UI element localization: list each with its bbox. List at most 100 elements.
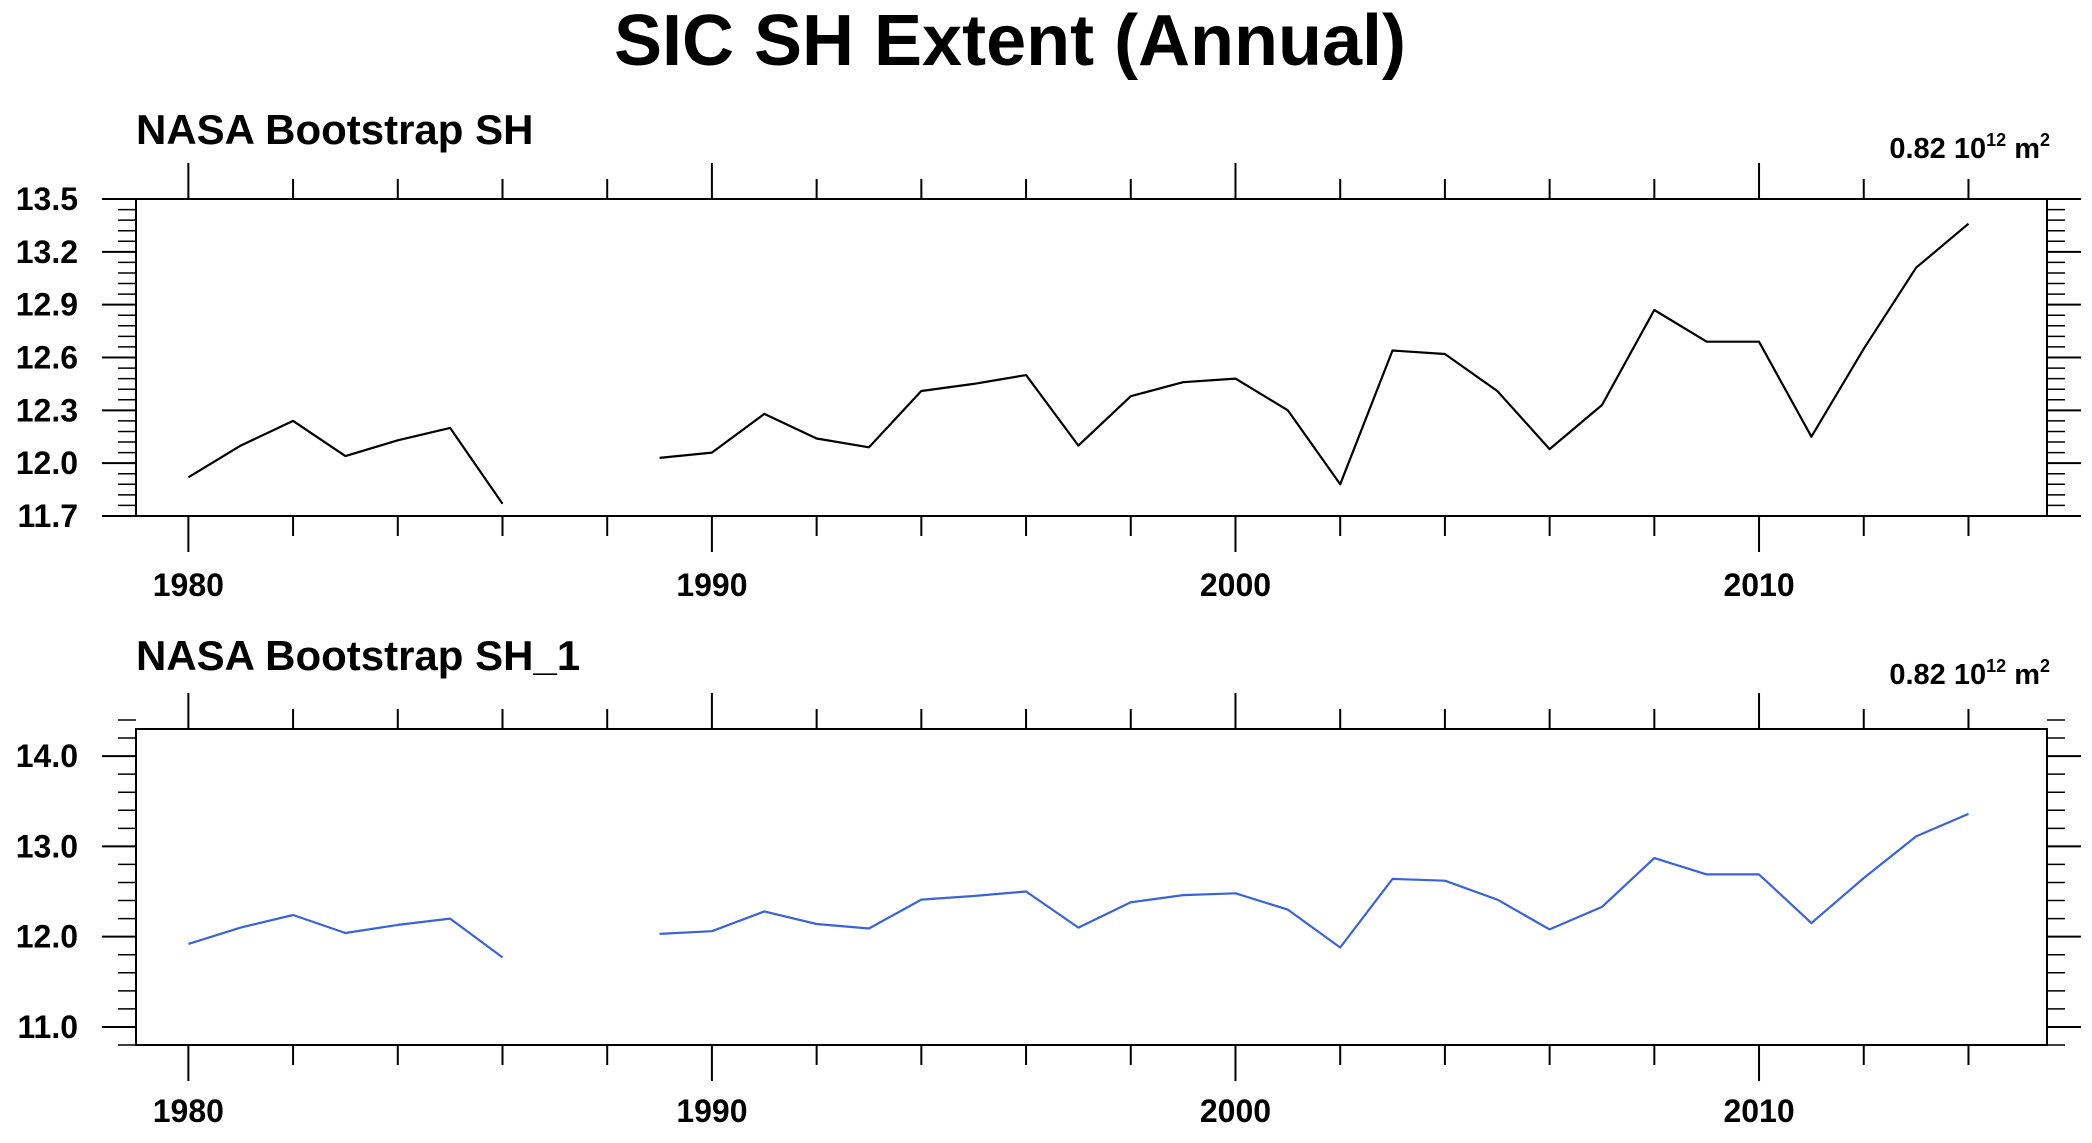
panel-1-stat-unit-exp: 2 — [2039, 130, 2050, 150]
panel-1-data-point — [1128, 393, 1134, 399]
panel-1-data-point — [395, 437, 401, 443]
panel-1-data-point — [1337, 481, 1343, 487]
panel-1-data-point — [500, 501, 506, 507]
panel-2-data-point — [1756, 871, 1762, 877]
panel-1-stat-value: 0.82 — [1889, 133, 1946, 165]
figure-title: SIC SH Extent (Annual) — [613, 1, 1407, 81]
panel-2-data-point — [1390, 876, 1396, 882]
panel-1-data-point — [1599, 402, 1605, 408]
panel-1-data-point — [1390, 348, 1396, 354]
panel-2-title: NASA Bootstrap SH_1 — [136, 632, 581, 679]
panel-2-data-point — [866, 926, 872, 932]
panel-1-data-point — [1285, 407, 1291, 413]
panel-2-stat-unit: m — [2014, 659, 2040, 691]
panel-1-data-point — [447, 425, 453, 431]
panel-1-stat-unit: m — [2014, 133, 2040, 165]
panel-2-data-point — [238, 925, 244, 931]
panel-2-data-point — [971, 893, 977, 899]
panel-1-data-point — [1808, 434, 1814, 440]
panel-2-stat: 0.82 1012 m2 — [1889, 646, 2050, 695]
panel-1-plot-frame — [135, 198, 2048, 517]
panel-1-data-point — [1180, 379, 1186, 385]
panel-2-data-point — [342, 930, 348, 936]
panel-1-x-tick-label: 2010 — [1723, 567, 1794, 603]
panel-2-data-point — [1023, 889, 1029, 895]
panel-1-data-point — [1651, 307, 1657, 313]
panel-1-data-point — [1966, 221, 1972, 227]
panel-1-y-tick-label: 12.9 — [16, 287, 78, 323]
panel-2-y-tick-label: 13.0 — [16, 828, 78, 864]
panel-1-stat-base: 10 — [1953, 133, 1987, 165]
panel-2-data-point — [1547, 926, 1553, 932]
panel-1-y-tick-label: 12.6 — [16, 340, 78, 376]
panel-1-y-tick-label: 13.5 — [16, 181, 78, 217]
panel-1-data-point — [1233, 376, 1239, 382]
panel-2-y-tick-label: 14.0 — [16, 738, 78, 774]
panel-2-data-point — [1861, 875, 1867, 881]
panel-1-data-point — [238, 443, 244, 449]
panel-1-y-tick-label: 12.3 — [16, 392, 78, 428]
panel-1-data-point — [1704, 339, 1710, 345]
panel-2-data-point — [1808, 920, 1814, 926]
panel-2-data-point — [1285, 907, 1291, 913]
panel-2-data-point — [500, 954, 506, 960]
panel-2-data-point — [1704, 871, 1710, 877]
panel-1-data-point — [342, 453, 348, 459]
panel-1-x-tick-label: 1990 — [676, 567, 747, 603]
panel-2-y-tick-label: 12.0 — [16, 919, 78, 955]
panel-2-data-point — [1966, 811, 1972, 817]
panel-1-data-point — [971, 381, 977, 387]
panel-1-stat-exp: 12 — [1986, 130, 2007, 150]
panel-2-data-point — [1494, 897, 1500, 903]
panel-2-data-point — [447, 916, 453, 922]
panel-1-data-point — [1861, 346, 1867, 352]
panel-2-series-line — [188, 913, 504, 959]
panel-1-data-point — [761, 411, 767, 417]
panel-1-data-point — [1442, 351, 1448, 357]
panel-1-title: NASA Bootstrap SH — [136, 106, 534, 153]
panel-1-data-point — [1913, 265, 1919, 271]
panel-2-data-point — [918, 897, 924, 903]
panel-2-data-point — [814, 921, 820, 927]
panel-2-data-point — [1233, 890, 1239, 896]
panel-2-data-point — [1337, 945, 1343, 951]
panel-1-data-point — [657, 455, 663, 461]
panel-2-series-line — [659, 812, 1969, 949]
panel-2-x-tick-label: 2010 — [1723, 1093, 1794, 1129]
panel-2-stat-base: 10 — [1953, 659, 1987, 691]
panel-2-stat-exp: 12 — [1986, 656, 2007, 676]
panel-1-series-line — [659, 222, 1970, 486]
panel-2-stat-unit-exp: 2 — [2039, 656, 2050, 676]
panel-1-x-tick-label: 1980 — [153, 567, 224, 603]
panel-2-data-point — [1651, 855, 1657, 861]
panel-1-data-point — [1547, 446, 1553, 452]
panel-1-data-point — [866, 444, 872, 450]
panel-1-y-tick-label: 12.0 — [16, 445, 78, 481]
panel-1-data-point — [1756, 339, 1762, 345]
panel-1-series-line — [187, 419, 504, 505]
panel-2-data-point — [761, 908, 767, 914]
panel-2-data-point — [1075, 925, 1081, 931]
panel-2-stat-value: 0.82 — [1889, 659, 1946, 691]
panel-2-data-point — [185, 941, 191, 947]
panel-2-x-tick-label: 1980 — [153, 1093, 224, 1129]
panel-1-data-point — [709, 450, 715, 456]
panel-2-y-tick-label: 11.0 — [17, 1009, 78, 1045]
panel-2-data-point — [1599, 904, 1605, 910]
panel-2-data-point — [1442, 878, 1448, 884]
panel-2-data-point — [657, 931, 663, 937]
panel-1-x-tick-label: 2000 — [1200, 567, 1271, 603]
panel-2-data-point — [1913, 833, 1919, 839]
panel-2-x-tick-label: 2000 — [1200, 1093, 1271, 1129]
panel-1-y-tick-label: 11.7 — [17, 498, 78, 534]
panel-2-plot-frame — [135, 728, 2048, 1046]
panel-2-data-point — [395, 922, 401, 928]
panel-2-data-point — [1128, 899, 1134, 905]
panel-1-data-point — [1023, 372, 1029, 378]
panel-1-data-point — [290, 418, 296, 424]
panel-1-data-point — [185, 474, 191, 480]
panel-1-data-point — [814, 436, 820, 442]
panel-2-data-point — [709, 928, 715, 934]
panel-2-x-tick-label: 1990 — [676, 1093, 747, 1129]
